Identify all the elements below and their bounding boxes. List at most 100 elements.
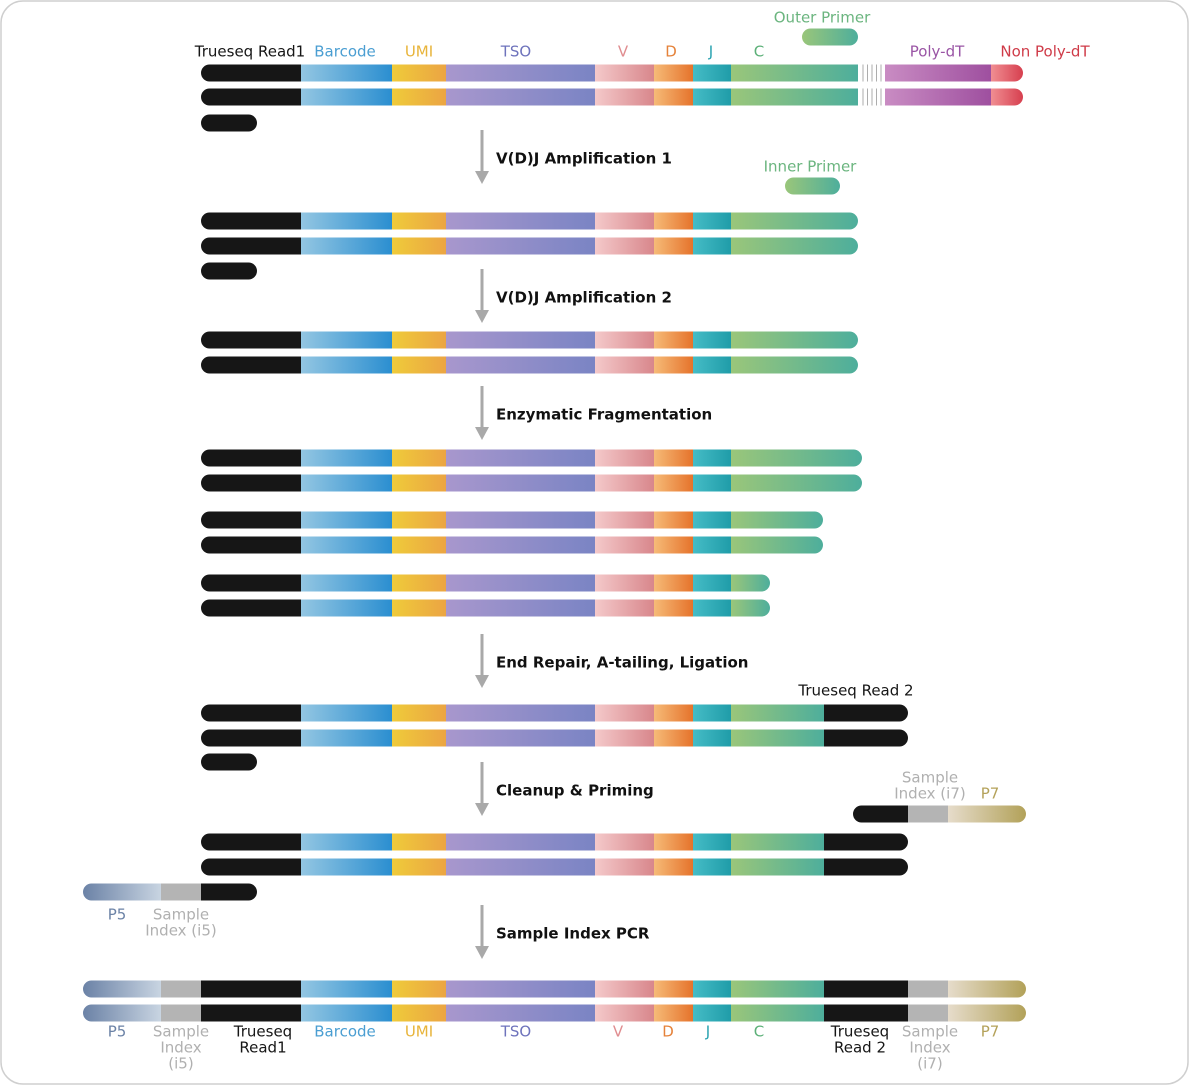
segment xyxy=(595,237,655,255)
segment-label: J xyxy=(708,43,713,61)
segment xyxy=(201,833,302,851)
arrow-head xyxy=(475,427,489,440)
segment xyxy=(392,729,447,747)
arrow-head xyxy=(475,171,489,184)
segment xyxy=(693,858,732,876)
segment-label: Index xyxy=(160,1039,201,1057)
segment xyxy=(595,574,655,592)
fragment xyxy=(201,753,257,771)
fragment xyxy=(785,177,840,195)
segment xyxy=(654,833,694,851)
segment xyxy=(446,729,596,747)
segment xyxy=(301,88,393,106)
segment xyxy=(948,805,1026,823)
segment xyxy=(731,64,859,82)
segment xyxy=(392,858,447,876)
segment-label: Non Poly-dT xyxy=(1000,43,1090,61)
segment xyxy=(654,237,694,255)
segment xyxy=(654,704,694,722)
segment-label: Poly-dT xyxy=(910,43,965,61)
segment xyxy=(731,536,823,554)
segment xyxy=(446,704,596,722)
segment xyxy=(201,212,302,230)
segment xyxy=(446,833,596,851)
adapter-label: P5 xyxy=(108,906,127,924)
segment xyxy=(785,177,840,195)
segment xyxy=(654,511,694,529)
segment xyxy=(731,1004,825,1022)
fragment xyxy=(201,356,858,374)
fragment xyxy=(201,858,908,876)
segment xyxy=(693,1004,732,1022)
segment xyxy=(595,858,655,876)
segment xyxy=(693,212,732,230)
segment xyxy=(654,599,694,617)
fragment xyxy=(201,88,1023,106)
segment xyxy=(824,980,909,998)
segment xyxy=(392,237,447,255)
segment xyxy=(693,449,732,467)
fragment xyxy=(201,574,770,592)
arrow-head xyxy=(475,310,489,323)
adapter-label: Sample xyxy=(902,769,958,787)
adapter-label: Trueseq Read 2 xyxy=(797,682,913,700)
segment xyxy=(301,449,393,467)
fragment xyxy=(802,28,858,46)
segment xyxy=(392,1004,447,1022)
segment xyxy=(301,833,393,851)
arrow-head xyxy=(475,946,489,959)
segment-label: V xyxy=(613,1023,624,1041)
segment-label: Sample xyxy=(153,1023,209,1041)
segment xyxy=(446,1004,596,1022)
step-label: Enzymatic Fragmentation xyxy=(496,406,712,424)
segment xyxy=(595,64,655,82)
segment xyxy=(991,64,1023,82)
segment xyxy=(654,449,694,467)
segment-label: V xyxy=(618,43,629,61)
segment xyxy=(83,1004,162,1022)
segment xyxy=(885,64,992,82)
segment xyxy=(446,574,596,592)
segment-label: C xyxy=(754,43,764,61)
segment xyxy=(392,511,447,529)
segment xyxy=(908,1004,949,1022)
segment xyxy=(201,511,302,529)
segment-label: P5 xyxy=(108,1023,127,1041)
segment xyxy=(201,64,302,82)
segment xyxy=(595,331,655,349)
segment xyxy=(446,64,596,82)
primer-label: Outer Primer xyxy=(774,9,871,27)
segment xyxy=(201,753,257,771)
segment xyxy=(446,212,596,230)
segment xyxy=(301,474,393,492)
segment xyxy=(392,474,447,492)
segment xyxy=(654,331,694,349)
segment xyxy=(693,729,732,747)
segment xyxy=(201,262,257,280)
segment-label: J xyxy=(705,1023,710,1041)
adapter-label: Sample xyxy=(153,906,209,924)
step-label: V(D)J Amplification 1 xyxy=(496,150,672,168)
segment-label: Barcode xyxy=(314,1023,376,1041)
segment xyxy=(301,331,393,349)
segment xyxy=(654,1004,694,1022)
segment xyxy=(201,536,302,554)
segment xyxy=(392,212,447,230)
segment xyxy=(301,64,393,82)
segment xyxy=(392,833,447,851)
step-label: Cleanup & Priming xyxy=(496,782,654,800)
segment-label: Sample xyxy=(902,1023,958,1041)
segment xyxy=(301,1004,393,1022)
fragment xyxy=(83,980,1026,998)
segment xyxy=(731,729,825,747)
segment xyxy=(201,331,302,349)
primer-label: Inner Primer xyxy=(764,158,858,176)
fragment xyxy=(83,1004,1026,1022)
segment xyxy=(595,729,655,747)
segment xyxy=(301,599,393,617)
fragment xyxy=(201,114,257,132)
segment xyxy=(654,729,694,747)
segment-label: TSO xyxy=(500,1023,532,1041)
segment xyxy=(731,704,825,722)
